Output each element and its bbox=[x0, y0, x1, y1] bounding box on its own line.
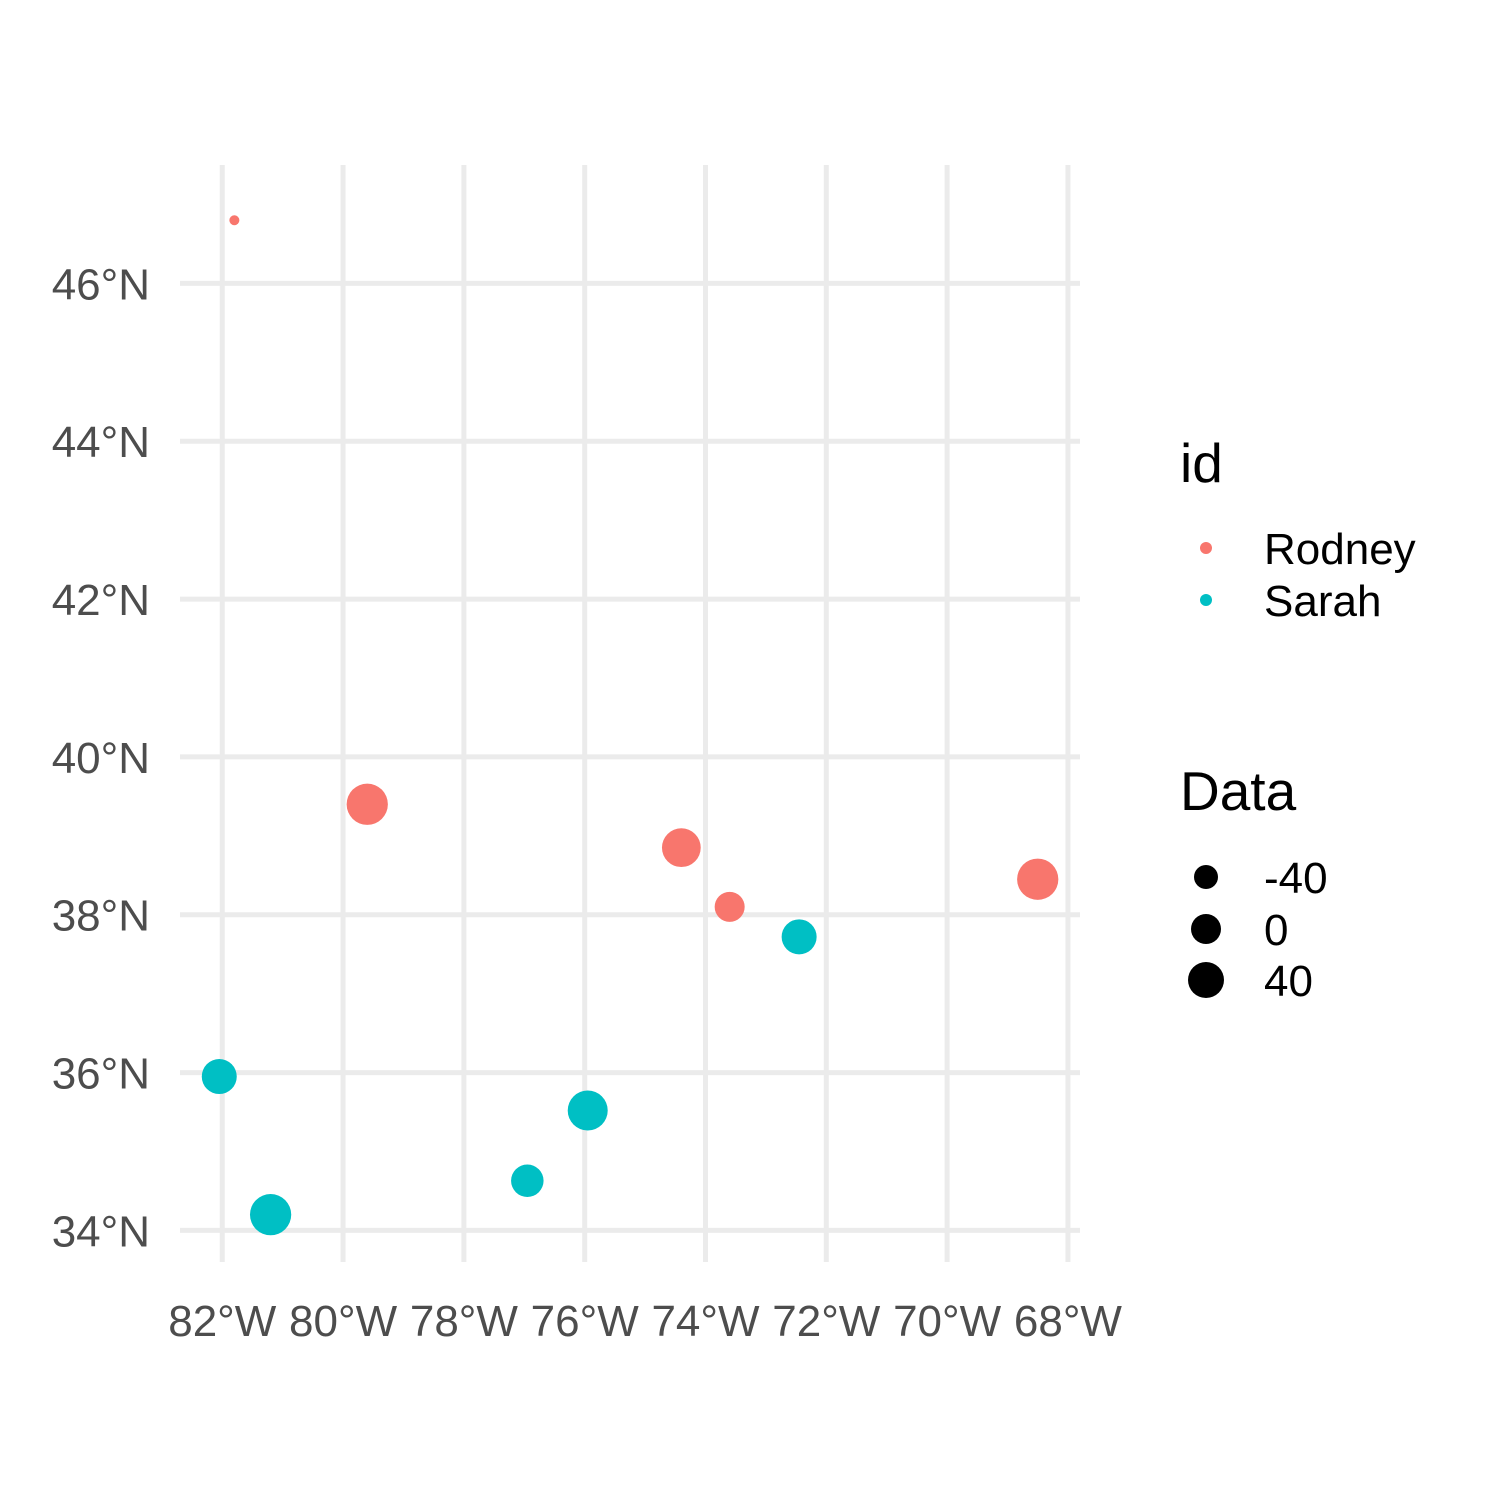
y-tick-label: 46°N bbox=[52, 260, 150, 309]
x-tick-label: 74°W bbox=[651, 1297, 760, 1346]
x-axis-tick-labels: 82°W 80°W 78°W 76°W 74°W 72°W 70°W 68°W bbox=[168, 1297, 1122, 1346]
point-sarah bbox=[781, 919, 817, 955]
legend-size-title: Data bbox=[1180, 760, 1297, 822]
y-tick-label: 42°N bbox=[52, 576, 150, 625]
legend-color-label-rodney: Rodney bbox=[1264, 525, 1416, 574]
legend-size-label-neg40: -40 bbox=[1264, 854, 1328, 903]
x-tick-label: 82°W bbox=[168, 1297, 277, 1346]
legend-size-key-0 bbox=[1191, 914, 1221, 944]
point-sarah bbox=[511, 1164, 544, 1197]
legend-size-key-40 bbox=[1188, 962, 1224, 998]
point-sarah bbox=[567, 1090, 608, 1131]
legend-size-label-40: 40 bbox=[1264, 957, 1313, 1006]
x-tick-label: 68°W bbox=[1014, 1297, 1123, 1346]
legend: id Rodney Sarah Data -40 0 40 bbox=[1180, 432, 1416, 1006]
legend-color-label-sarah: Sarah bbox=[1264, 577, 1381, 626]
y-tick-label: 36°N bbox=[52, 1050, 150, 1099]
x-tick-label: 80°W bbox=[289, 1297, 398, 1346]
x-tick-label: 70°W bbox=[893, 1297, 1002, 1346]
y-tick-label: 40°N bbox=[52, 734, 150, 783]
y-tick-label: 38°N bbox=[52, 892, 150, 941]
x-tick-label: 72°W bbox=[772, 1297, 881, 1346]
x-tick-label: 76°W bbox=[531, 1297, 640, 1346]
y-tick-label: 34°N bbox=[52, 1207, 150, 1256]
point-sarah bbox=[249, 1194, 292, 1236]
point-sarah bbox=[201, 1059, 237, 1095]
point-rodney bbox=[229, 215, 240, 226]
legend-color-title: id bbox=[1180, 432, 1223, 494]
legend-size-label-0: 0 bbox=[1264, 906, 1288, 955]
legend-size-key-neg40 bbox=[1194, 865, 1218, 889]
legend-color-key-sarah bbox=[1200, 594, 1212, 606]
y-tick-label: 44°N bbox=[52, 418, 150, 467]
y-axis-tick-labels: 34°N 36°N 38°N 40°N 42°N 44°N 46°N bbox=[52, 260, 150, 1256]
point-rodney bbox=[346, 783, 388, 825]
x-tick-label: 78°W bbox=[410, 1297, 519, 1346]
point-rodney bbox=[661, 828, 701, 868]
point-rodney bbox=[714, 891, 745, 922]
point-rodney bbox=[1017, 858, 1059, 900]
data-points bbox=[201, 215, 1059, 1236]
grid bbox=[180, 165, 1080, 1262]
legend-color-key-rodney bbox=[1200, 542, 1212, 554]
